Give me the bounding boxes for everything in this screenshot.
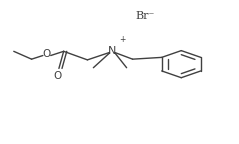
Text: O: O	[42, 49, 51, 59]
Text: N: N	[108, 46, 117, 56]
Text: O: O	[54, 71, 62, 81]
Text: +: +	[119, 35, 125, 44]
Text: Br⁻: Br⁻	[135, 11, 154, 21]
